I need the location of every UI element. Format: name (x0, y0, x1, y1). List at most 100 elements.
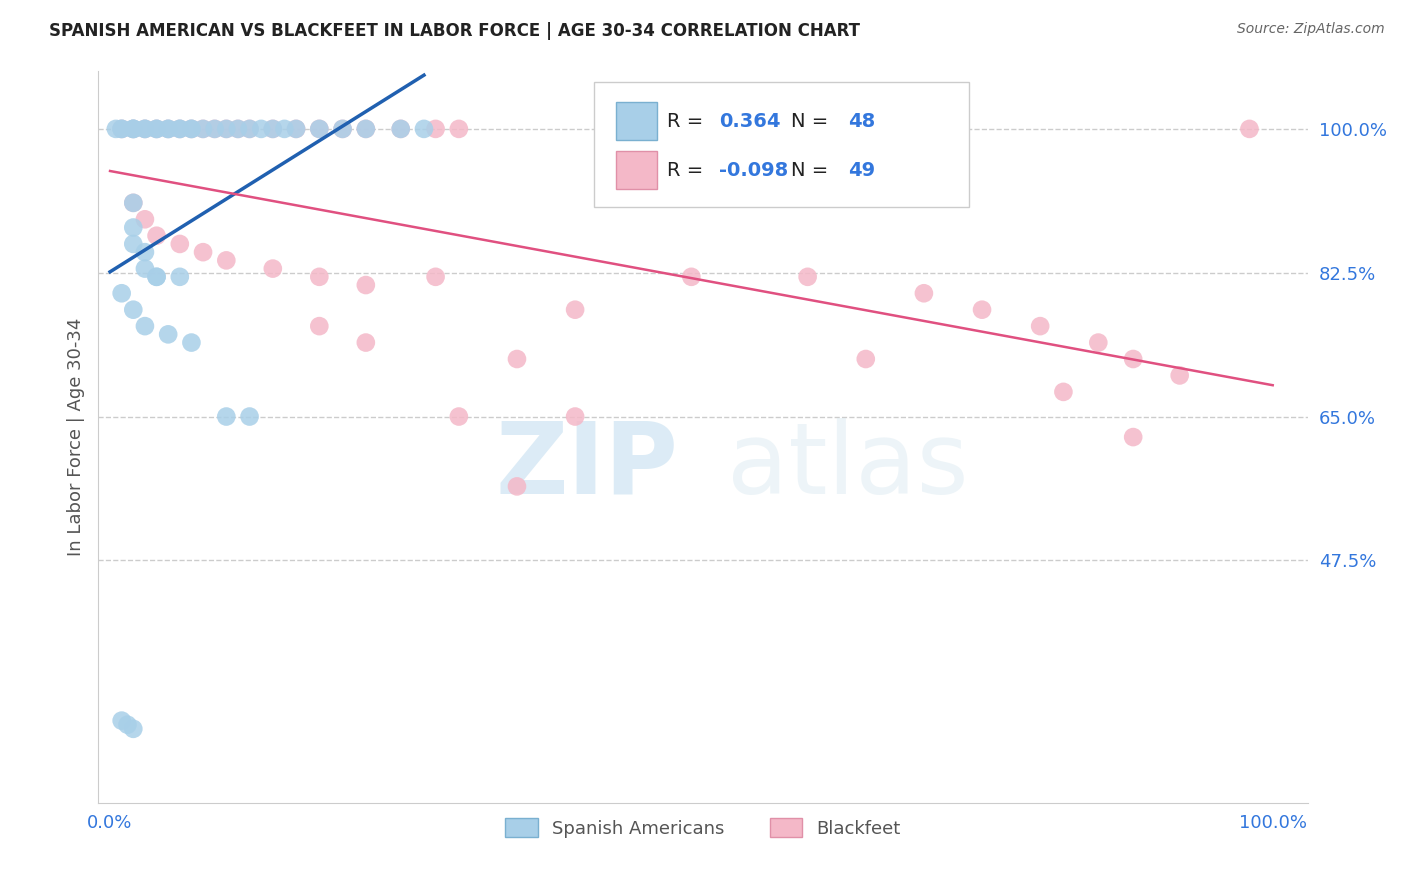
Point (169, 121, 191, 136)
Point (239, 121, 262, 136)
Point (169, 269, 191, 284)
Point (134, 212, 156, 227)
Point (970, 302, 993, 317)
Text: 0.364: 0.364 (718, 112, 780, 130)
Point (169, 121, 191, 136)
Point (157, 121, 180, 136)
Point (262, 121, 284, 136)
Text: Source: ZipAtlas.com: Source: ZipAtlas.com (1237, 22, 1385, 37)
Point (180, 121, 202, 136)
Point (308, 319, 330, 334)
Legend: Spanish Americans, Blackfeet: Spanish Americans, Blackfeet (498, 811, 908, 845)
Point (354, 278, 377, 293)
Point (215, 121, 238, 136)
Point (134, 121, 156, 136)
Point (273, 121, 295, 136)
Point (239, 409, 262, 424)
FancyBboxPatch shape (616, 151, 657, 189)
Point (204, 121, 226, 136)
Point (157, 327, 180, 342)
Point (111, 286, 134, 301)
Point (157, 121, 180, 136)
Point (180, 121, 202, 136)
Point (1029, 319, 1052, 334)
Point (191, 121, 214, 136)
Point (262, 261, 284, 276)
Point (1122, 351, 1144, 366)
Point (122, 236, 145, 251)
Point (134, 121, 156, 136)
Point (122, 195, 145, 210)
Point (111, 121, 134, 136)
Point (308, 121, 330, 136)
Point (111, 714, 134, 728)
Point (262, 121, 284, 136)
Text: 48: 48 (848, 112, 876, 130)
Point (855, 351, 877, 366)
Point (134, 261, 156, 276)
Point (389, 121, 412, 136)
Point (564, 409, 586, 424)
Point (1122, 430, 1144, 444)
Point (226, 121, 249, 136)
Point (134, 121, 156, 136)
Point (122, 722, 145, 736)
FancyBboxPatch shape (595, 82, 969, 207)
Point (332, 121, 354, 136)
Text: atlas: atlas (727, 417, 969, 515)
Point (191, 245, 214, 260)
Point (506, 479, 529, 493)
Text: -0.098: -0.098 (718, 161, 787, 179)
Point (215, 121, 238, 136)
Point (215, 253, 238, 268)
Text: SPANISH AMERICAN VS BLACKFEET IN LABOR FORCE | AGE 30-34 CORRELATION CHART: SPANISH AMERICAN VS BLACKFEET IN LABOR F… (49, 22, 860, 40)
Y-axis label: In Labor Force | Age 30-34: In Labor Force | Age 30-34 (66, 318, 84, 557)
Text: ZIP: ZIP (496, 417, 679, 515)
Point (122, 302, 145, 317)
Point (169, 121, 191, 136)
Point (912, 286, 935, 301)
Point (285, 121, 308, 136)
Point (134, 245, 156, 260)
Point (145, 121, 167, 136)
Point (1168, 368, 1191, 383)
Point (169, 236, 191, 251)
Point (447, 121, 470, 136)
Point (308, 121, 330, 136)
Point (389, 121, 412, 136)
Point (332, 121, 354, 136)
Text: R =: R = (666, 161, 709, 179)
Text: 49: 49 (848, 161, 875, 179)
Point (285, 121, 308, 136)
Point (104, 121, 127, 136)
Point (191, 121, 214, 136)
Point (180, 335, 202, 350)
Point (157, 121, 180, 136)
Point (447, 409, 470, 424)
Point (413, 121, 436, 136)
Point (111, 121, 134, 136)
Point (117, 717, 139, 731)
Point (506, 351, 529, 366)
FancyBboxPatch shape (616, 102, 657, 140)
Point (145, 269, 167, 284)
Point (564, 302, 586, 317)
Point (1052, 384, 1074, 399)
Point (425, 121, 447, 136)
Point (425, 269, 447, 284)
Point (122, 121, 145, 136)
Point (796, 269, 818, 284)
Point (145, 269, 167, 284)
Point (215, 409, 238, 424)
Point (354, 335, 377, 350)
Text: N =: N = (792, 112, 835, 130)
Point (122, 220, 145, 235)
Point (308, 269, 330, 284)
Text: N =: N = (792, 161, 835, 179)
Point (226, 121, 249, 136)
Point (239, 121, 262, 136)
Point (145, 121, 167, 136)
Point (134, 319, 156, 334)
Text: R =: R = (666, 112, 709, 130)
Point (145, 228, 167, 243)
